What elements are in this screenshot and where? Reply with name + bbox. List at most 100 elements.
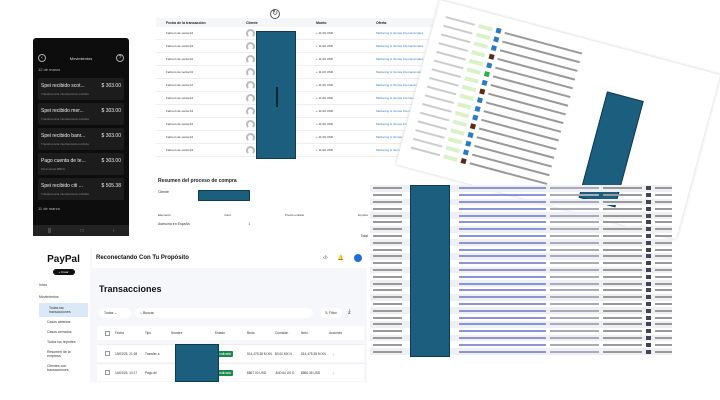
- create-button[interactable]: + Crear: [52, 269, 75, 275]
- action-icon[interactable]: [645, 233, 651, 238]
- action-icon[interactable]: [645, 247, 651, 252]
- row-checkbox[interactable]: [105, 351, 110, 356]
- more-actions-icon[interactable]: ⋮: [332, 351, 336, 356]
- action-icon[interactable]: [645, 199, 651, 204]
- sidebar-item[interactable]: Casos abiertos: [47, 320, 71, 324]
- link-cell[interactable]: [458, 255, 547, 258]
- action-icon[interactable]: [645, 254, 651, 259]
- redaction-box[interactable]: [256, 31, 296, 159]
- row-checkbox[interactable]: [105, 370, 110, 375]
- action-icon[interactable]: [645, 335, 651, 340]
- offer-link[interactable]: Marketing & Ventas Internacionales: [376, 57, 424, 61]
- sidebar-item[interactable]: Todas las transacciones: [39, 303, 88, 317]
- link-cell[interactable]: [458, 262, 547, 265]
- action-icon[interactable]: [645, 322, 651, 327]
- select-all-checkbox[interactable]: [105, 330, 110, 336]
- home-icon[interactable]: □: [80, 227, 84, 234]
- action-icon[interactable]: [645, 220, 651, 225]
- sidebar-item[interactable]: Movimientos: [39, 295, 59, 299]
- offer-link[interactable]: Marketing & Ventas Internacionales: [376, 96, 424, 100]
- action-icon[interactable]: [645, 349, 651, 354]
- date-cell: [602, 234, 642, 237]
- action-icon[interactable]: [645, 261, 651, 266]
- link-cell[interactable]: [458, 289, 547, 292]
- action-icon[interactable]: [645, 186, 651, 191]
- link-cell[interactable]: [458, 350, 547, 353]
- id-cell: [373, 343, 403, 346]
- sidebar-item[interactable]: Inicio: [39, 283, 48, 287]
- status-cell: [550, 200, 599, 203]
- list-item[interactable]: Pago cuenta de te... $ 303.00 Movimiento B…: [38, 153, 124, 175]
- link-cell[interactable]: [458, 207, 547, 210]
- link-cell[interactable]: [458, 194, 547, 197]
- code-icon[interactable]: ‹/›: [323, 255, 328, 261]
- action-icon[interactable]: [645, 267, 651, 272]
- link-cell[interactable]: [458, 316, 547, 319]
- back-nav-icon[interactable]: ‹: [112, 227, 115, 234]
- item-amount: $ 303.00: [101, 108, 121, 114]
- download-icon[interactable]: ⤓: [348, 309, 351, 315]
- link-cell[interactable]: [458, 187, 547, 190]
- status-tag: [443, 153, 458, 162]
- offer-link[interactable]: Marketing & Ventas Internacionales: [376, 135, 424, 139]
- filter-button[interactable]: ⇅ Filtro: [320, 308, 342, 318]
- rotate-handle-icon[interactable]: ↻: [270, 9, 280, 19]
- action-icon[interactable]: [645, 295, 651, 300]
- action-icon[interactable]: [645, 193, 651, 198]
- action-icon[interactable]: [645, 240, 651, 245]
- action-icon[interactable]: [645, 342, 651, 347]
- action-icon[interactable]: [645, 227, 651, 232]
- link-cell[interactable]: [458, 268, 547, 271]
- link-cell[interactable]: [458, 234, 547, 237]
- sidebar-item[interactable]: Casos cerrados: [47, 330, 72, 334]
- offer-link[interactable]: Marketing & Ventas Internacionales: [376, 109, 424, 113]
- link-cell[interactable]: [458, 302, 547, 305]
- type-filter-select[interactable]: Todas ⌄: [99, 308, 131, 318]
- action-icon[interactable]: [645, 301, 651, 306]
- back-icon[interactable]: ‹: [38, 54, 46, 62]
- link-cell[interactable]: [458, 343, 547, 346]
- list-item[interactable]: Spei recibido banr... $ 303.00 Transferenc…: [38, 128, 124, 150]
- notification-bell-icon[interactable]: 🔔: [337, 255, 344, 261]
- offer-link[interactable]: Marketing & Ventas Internacionales: [376, 31, 424, 35]
- link-cell[interactable]: [458, 228, 547, 231]
- list-item[interactable]: Spei recibido mer... $ 303.00 Transferenci…: [38, 103, 124, 125]
- list-item[interactable]: Spei recibido citi ... $ 505.38 Transferen…: [38, 178, 124, 200]
- list-item[interactable]: Spei recibido scot... $ 303.00 Transferenc…: [38, 78, 124, 100]
- sidebar-item[interactable]: Resumen de la empresa: [47, 350, 71, 358]
- link-cell[interactable]: [458, 336, 547, 339]
- avatar[interactable]: [354, 254, 362, 262]
- link-cell[interactable]: [458, 241, 547, 244]
- action-icon[interactable]: [645, 288, 651, 293]
- link-cell[interactable]: [458, 221, 547, 224]
- action-icon[interactable]: [645, 213, 651, 218]
- link-cell[interactable]: [458, 309, 547, 312]
- more-actions-icon[interactable]: ⋮: [332, 370, 336, 375]
- link-cell[interactable]: [458, 330, 547, 333]
- link-cell[interactable]: [458, 200, 547, 203]
- action-icon[interactable]: [645, 274, 651, 279]
- table-row[interactable]: 15/03/25, 21:28 Transfer a Realizado 514,47…: [97, 344, 364, 362]
- offer-link[interactable]: Marketing & Ventas Internacionales: [376, 122, 424, 126]
- link-cell[interactable]: [458, 282, 547, 285]
- action-icon[interactable]: [645, 281, 651, 286]
- link-cell[interactable]: [458, 323, 547, 326]
- search-input[interactable]: ⌕ Buscar: [135, 308, 313, 318]
- status-cell: [550, 296, 599, 299]
- action-icon[interactable]: [645, 206, 651, 211]
- sidebar-item[interactable]: Clientes con transacciones: [47, 364, 69, 372]
- recents-icon[interactable]: |||: [47, 227, 52, 234]
- action-icon[interactable]: [645, 315, 651, 320]
- offer-link[interactable]: Marketing & Ventas Internacionales: [376, 83, 424, 87]
- offer-link[interactable]: Marketing & Ventas Internacionales: [376, 70, 424, 74]
- action-icon[interactable]: [645, 308, 651, 313]
- link-cell[interactable]: [458, 248, 547, 251]
- action-icon[interactable]: [645, 329, 651, 334]
- link-cell[interactable]: [458, 214, 547, 217]
- table-row[interactable]: 14/03/25, 10:17 Pago de Realizado $867.00 U…: [97, 363, 364, 381]
- link-cell[interactable]: [458, 296, 547, 299]
- sidebar-item[interactable]: Todos los reportes: [47, 340, 76, 344]
- link-cell[interactable]: [458, 275, 547, 278]
- offer-link[interactable]: Marketing & Ventas Internacionales: [376, 44, 424, 48]
- help-icon[interactable]: ?: [115, 54, 124, 62]
